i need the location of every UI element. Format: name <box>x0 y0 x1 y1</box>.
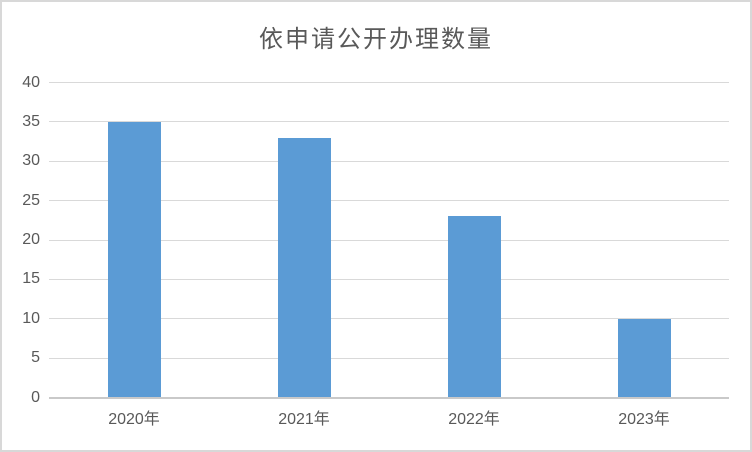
x-axis-tick-label: 2020年 <box>108 411 160 428</box>
bar-2020年 <box>107 121 161 397</box>
chart-title: 依申请公开办理数量 <box>259 26 493 53</box>
y-axis-tick-label: 25 <box>22 191 40 209</box>
y-axis-tick-label: 20 <box>22 231 40 248</box>
y-axis-tick-label: 0 <box>31 388 40 406</box>
bar-2022年 <box>447 216 501 397</box>
bar-2021年 <box>277 137 331 397</box>
bar-2023年 <box>617 318 671 397</box>
x-axis-tick-label: 2022年 <box>448 411 500 428</box>
y-axis-tick-label: 35 <box>22 112 40 130</box>
x-axis-tick-label: 2021年 <box>278 411 330 428</box>
x-axis-line <box>49 396 729 399</box>
y-axis-tick-label: 10 <box>22 309 40 327</box>
y-axis-tick-label: 40 <box>22 73 40 91</box>
x-axis-tick-label: 2023年 <box>618 411 670 428</box>
gridline <box>49 82 729 83</box>
y-axis-tick-label: 30 <box>22 152 40 170</box>
y-axis-tick-label: 5 <box>31 349 40 367</box>
y-axis-tick-label: 15 <box>22 270 40 288</box>
